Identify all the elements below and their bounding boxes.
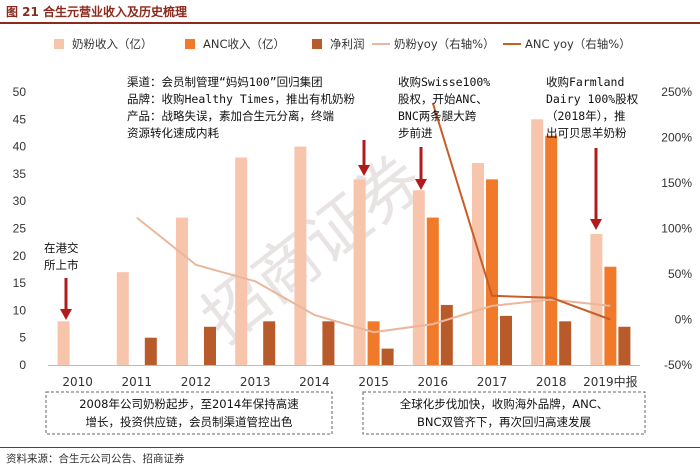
x-tick-label: 2018: [536, 375, 567, 389]
right-tick-label: 150%: [661, 176, 692, 190]
left-tick-label: 0: [19, 358, 26, 372]
x-tick-label: 2010: [62, 375, 93, 389]
note-2019: 收购Farmland Dairy 100%股权 （2018年），推 出可贝思羊奶…: [546, 75, 639, 140]
x-tick-label: 2013: [240, 375, 271, 389]
legend-swatch: [312, 39, 322, 49]
left-box-text: 2008年公司奶粉起步，至2014年保持高速 增长，投资供应链，会员制渠道管控出…: [79, 397, 299, 429]
net-profit-bar: [144, 337, 157, 365]
left-tick-label: 25: [13, 222, 27, 236]
watermark: 招商证券: [189, 142, 436, 358]
legend-label: ANC收入（亿）: [203, 37, 285, 51]
milk-yoy-line: [136, 216, 611, 334]
x-tick-label: 2015: [358, 375, 389, 389]
legend-swatch: [185, 39, 195, 49]
bottom-rule: [0, 447, 700, 448]
left-note-box: [45, 391, 333, 435]
legend-label: 奶粉收入（亿）: [72, 37, 153, 51]
x-axis: 2010 2011 2012 2013 2014 2015 2016 2017 2018 2019…: [48, 365, 640, 389]
left-tick-label: 20: [13, 249, 27, 263]
note-boxes: [45, 391, 646, 435]
anc-revenue-bar: [604, 266, 617, 365]
annotation-arrowhead: [590, 219, 602, 230]
milk-revenue-bar: [412, 190, 425, 365]
net-profit-bar: [618, 326, 631, 365]
note-2016: 收购Swisse100% 股权，开始ANC、 BNC两条腿大跨 步前进: [398, 75, 491, 140]
net-profit-bar: [204, 326, 216, 365]
x-tick-label: 2019中报: [583, 374, 638, 389]
left-tick-label: 5: [19, 331, 26, 345]
milk-revenue-bar: [590, 233, 603, 365]
legend-label: 净利润: [330, 37, 365, 51]
milk-revenue-bar: [57, 321, 70, 365]
right-tick-label: 50%: [668, 267, 692, 281]
left-tick-label: 30: [13, 194, 27, 208]
net-profit-bar: [322, 321, 335, 365]
x-tick-label: 2017: [477, 375, 508, 389]
right-tick-label: 200%: [661, 131, 692, 145]
x-tick-label: 2016: [418, 375, 449, 389]
left-tick-label: 10: [13, 303, 27, 317]
left-tick-label: 35: [13, 167, 27, 181]
top-rule: [0, 22, 700, 24]
anc-revenue-bar: [367, 321, 380, 365]
milk-revenue-bar: [531, 119, 544, 365]
right-note-box: [362, 391, 646, 435]
annotation-arrowhead: [358, 165, 370, 176]
watermark-text: 招商证券: [189, 142, 436, 358]
right-tick-label: 0%: [675, 313, 693, 327]
anc-yoy-line: [431, 102, 611, 321]
net-profit-bar: [381, 348, 394, 365]
annotation-arrows: [60, 140, 602, 320]
milk-revenue-bar: [176, 217, 188, 365]
legend-label: ANC yoy（右轴%）: [525, 37, 631, 51]
milk-revenue-bar: [472, 162, 484, 365]
left-tick-label: 50: [13, 85, 27, 99]
x-tick-label: 2011: [122, 375, 153, 389]
left-tick-label: 40: [13, 140, 27, 154]
left-tick-label: 45: [13, 112, 27, 126]
net-profit-bar: [263, 321, 276, 365]
milk-revenue-bar: [353, 179, 366, 365]
source-note: 资料来源：合生元公司公告、招商证券: [6, 453, 185, 465]
right-box-text: 全球化步伐加快，收购海外品牌，ANC、 BNC双管齐下，再次回归高速发展: [399, 397, 609, 429]
net-profit-bar: [500, 315, 512, 365]
figure-title: 图 21 合生元营业收入及历史梳理: [6, 5, 188, 19]
milk-revenue-bar: [294, 146, 307, 365]
anc-revenue-bar: [426, 217, 439, 365]
legend-swatch: [54, 39, 64, 49]
milk-revenue-bar: [116, 272, 129, 365]
annotation-arrowhead: [415, 179, 427, 190]
right-tick-label: -50%: [664, 358, 692, 372]
listing-note: 在港交 所上市: [44, 241, 79, 272]
annotation-arrowhead: [60, 309, 72, 320]
left-axis: 0 5 10 15 20 25 30 35 40 45 50: [13, 85, 27, 372]
x-tick-label: 2012: [181, 375, 212, 389]
milk-revenue-bar: [235, 157, 248, 365]
right-tick-label: 100%: [661, 222, 692, 236]
right-axis: -50% 0% 50% 100% 150% 200% 250%: [661, 85, 692, 372]
bars: [57, 119, 631, 365]
note-2013: 渠道：会员制管理“妈妈100”回归集团 品牌：收购Healthy Times，推…: [127, 75, 356, 140]
right-tick-label: 250%: [661, 85, 692, 99]
legend-label: 奶粉yoy（右轴%）: [394, 37, 495, 51]
left-tick-label: 15: [13, 276, 27, 290]
yoy-lines: [136, 102, 611, 334]
net-profit-bar: [440, 304, 453, 365]
chart-legend: 奶粉收入（亿） ANC收入（亿） 净利润 奶粉yoy（右轴%） ANC yoy（右轴%）: [54, 37, 631, 51]
anc-revenue-bar: [545, 135, 558, 365]
anc-revenue-bar: [486, 179, 498, 365]
net-profit-bar: [559, 321, 572, 365]
x-tick-label: 2014: [299, 375, 330, 389]
